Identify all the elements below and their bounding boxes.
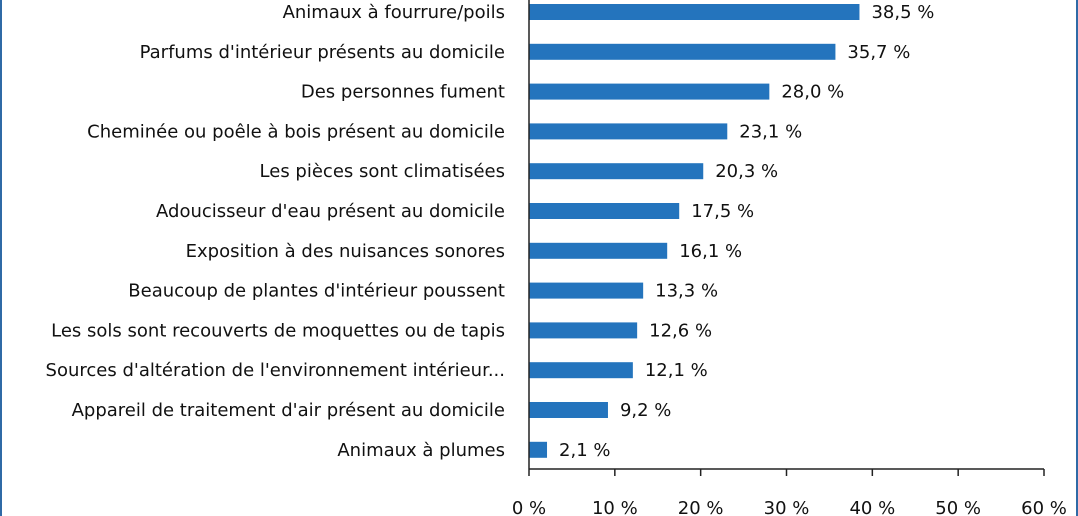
category-label-11: Animaux à plumes bbox=[337, 440, 505, 461]
category-label-2: Des personnes fument bbox=[301, 82, 505, 103]
value-label-7: 13,3 % bbox=[655, 281, 718, 302]
bars-group bbox=[529, 4, 860, 458]
bar-5 bbox=[529, 203, 680, 219]
bar-10 bbox=[529, 402, 608, 418]
category-label-10: Appareil de traitement d'air présent au … bbox=[72, 400, 505, 421]
value-label-4: 20,3 % bbox=[715, 161, 778, 182]
value-label-1: 35,7 % bbox=[847, 42, 910, 63]
bar-9 bbox=[529, 362, 633, 379]
x-tick-label-1: 10 % bbox=[592, 498, 638, 516]
bar-8 bbox=[529, 322, 638, 339]
category-label-8: Les sols sont recouverts de moquettes ou… bbox=[51, 320, 505, 341]
value-label-3: 23,1 % bbox=[739, 121, 802, 142]
bar-2 bbox=[529, 83, 770, 100]
category-label-1: Parfums d'intérieur présents au domicile bbox=[140, 42, 505, 63]
bar-7 bbox=[529, 282, 644, 299]
category-label-4: Les pièces sont climatisées bbox=[260, 161, 505, 182]
category-label-9: Sources d'altération de l'environnement … bbox=[46, 360, 505, 381]
value-label-0: 38,5 % bbox=[871, 2, 934, 23]
category-label-7: Beaucoup de plantes d'intérieur poussent bbox=[128, 281, 505, 302]
bar-1 bbox=[529, 43, 836, 60]
value-label-10: 9,2 % bbox=[620, 400, 671, 421]
bar-3 bbox=[529, 123, 728, 140]
bar-0 bbox=[529, 4, 860, 20]
bar-4 bbox=[529, 163, 704, 180]
category-label-0: Animaux à fourrure/poils bbox=[283, 2, 505, 23]
x-tick-label-6: 60 % bbox=[1021, 498, 1067, 516]
x-tick-label-4: 40 % bbox=[849, 498, 895, 516]
value-label-5: 17,5 % bbox=[691, 201, 754, 222]
category-labels: Animaux à fourrure/poils Parfums d'intéri… bbox=[46, 2, 505, 461]
bar-6 bbox=[529, 242, 668, 259]
x-axis-ticks: 0 % 10 % 20 % 30 % 40 % 50 % 60 % bbox=[512, 469, 1067, 516]
category-label-6: Exposition à des nuisances sonores bbox=[186, 241, 505, 262]
value-label-9: 12,1 % bbox=[645, 360, 708, 381]
value-labels: 38,5 % 35,7 %28,0 % 23,1 % 20,3 % 17,5 % 16,1… bbox=[559, 2, 934, 461]
category-label-3: Cheminée ou poêle à bois présent au domi… bbox=[87, 121, 505, 142]
x-tick-label-2: 20 % bbox=[678, 498, 724, 516]
value-label-11: 2,1 % bbox=[559, 440, 610, 461]
value-label-2: 28,0 % bbox=[781, 82, 844, 103]
bar-11 bbox=[529, 441, 548, 458]
value-label-8: 12,6 % bbox=[649, 320, 712, 341]
x-tick-label-0: 0 % bbox=[512, 498, 546, 516]
x-tick-label-3: 30 % bbox=[764, 498, 810, 516]
value-label-6: 16,1 % bbox=[679, 241, 742, 262]
x-tick-label-5: 50 % bbox=[935, 498, 981, 516]
category-label-5: Adoucisseur d'eau présent au domicile bbox=[156, 201, 505, 222]
